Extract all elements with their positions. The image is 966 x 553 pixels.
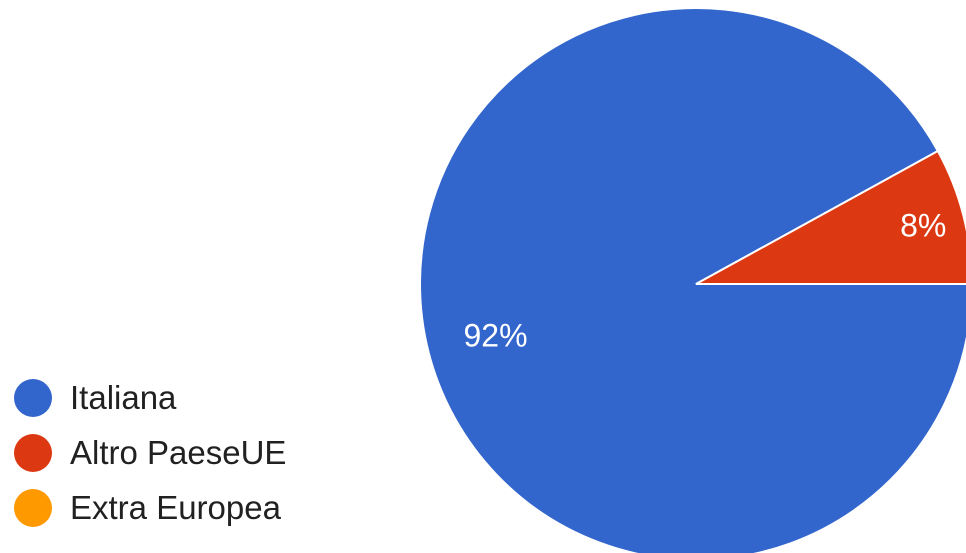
legend: Italiana Altro PaeseUE Extra Europea — [14, 370, 286, 535]
pie-slice-labels: 92% 8% — [463, 208, 946, 354]
legend-item-altro-paeseue[interactable]: Altro PaeseUE — [14, 425, 286, 480]
slice-label-italiana: 92% — [463, 317, 527, 353]
legend-item-extra-europea[interactable]: Extra Europea — [14, 480, 286, 535]
legend-swatch-altro-paeseue — [14, 433, 52, 472]
legend-label-extra-europea: Extra Europea — [70, 488, 281, 526]
legend-label-altro-paeseue: Altro PaeseUE — [70, 433, 287, 471]
pie-slices — [419, 7, 966, 553]
legend-label-italiana: Italiana — [70, 378, 177, 416]
legend-item-italiana[interactable]: Italiana — [14, 370, 286, 425]
pie-slice-italiana[interactable] — [419, 7, 966, 553]
legend-swatch-italiana — [14, 378, 52, 417]
legend-swatch-extra-europea — [14, 488, 52, 527]
slice-label-altro-paeseue: 8% — [900, 208, 946, 244]
pie-slice-altro-paeseue[interactable] — [695, 149, 966, 285]
